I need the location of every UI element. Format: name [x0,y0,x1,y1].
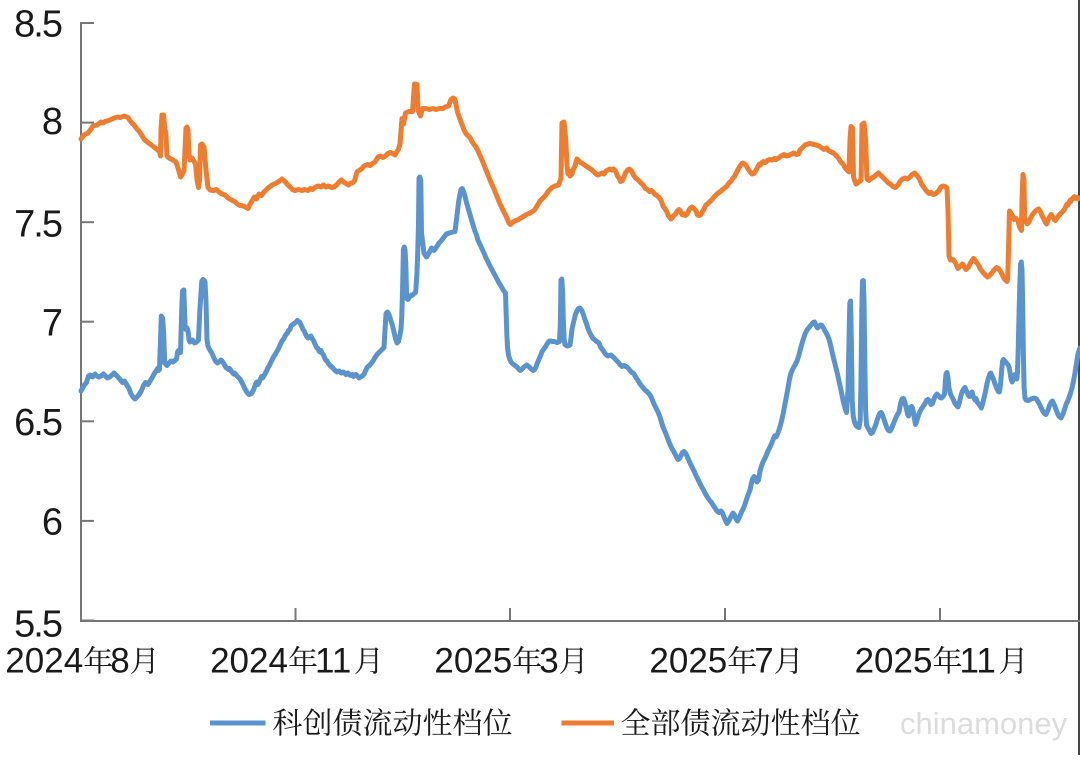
svg-text:11: 11 [960,642,996,681]
svg-text:6: 6 [42,501,62,543]
svg-text:8: 8 [42,101,62,143]
svg-text:8.5: 8.5 [14,3,62,45]
svg-text:7: 7 [754,642,773,681]
svg-text:8: 8 [110,642,129,681]
svg-text:chinamoney: chinamoney [900,706,1068,741]
svg-text:5.5: 5.5 [14,603,62,645]
svg-text:7: 7 [42,302,62,344]
svg-text:11: 11 [315,642,351,681]
svg-text:2024: 2024 [5,642,83,681]
svg-text:3: 3 [539,642,558,681]
svg-text:2025: 2025 [649,642,727,681]
svg-text:7.5: 7.5 [14,203,62,245]
svg-text:6.5: 6.5 [14,402,62,444]
svg-text:2024: 2024 [210,642,288,681]
svg-text:2025: 2025 [434,642,512,681]
svg-text:2025: 2025 [855,642,933,681]
